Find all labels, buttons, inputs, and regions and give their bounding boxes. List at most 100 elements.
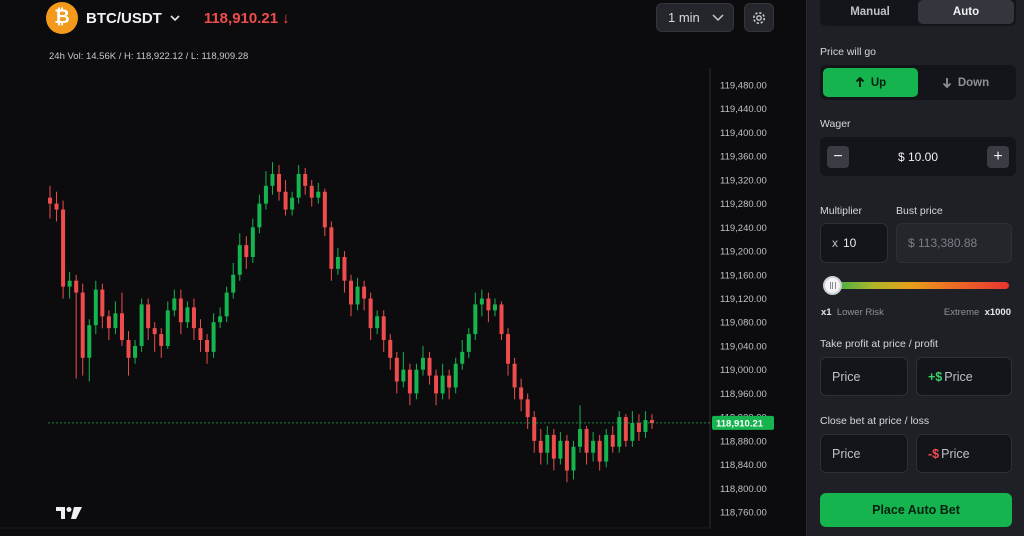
candle-body xyxy=(139,304,144,346)
cb-loss-placeholder: Price xyxy=(941,446,970,461)
candle-body xyxy=(48,197,52,204)
y-tick-label: 118,880.00 xyxy=(720,436,767,447)
wager-input[interactable]: $ 10.00 xyxy=(897,149,939,164)
candle-body xyxy=(368,298,373,329)
y-tick-label: 119,120.00 xyxy=(720,294,767,305)
candle-body xyxy=(106,316,111,329)
risk-slider-handle[interactable] xyxy=(823,276,842,295)
candle-body xyxy=(571,446,576,471)
cb-loss-prefix: -$ xyxy=(928,446,940,461)
bitcoin-icon: ₿ xyxy=(46,2,78,34)
close-bet-price-input[interactable]: Price xyxy=(820,434,908,473)
chevron-down-icon xyxy=(712,14,724,22)
price-chart[interactable]: 119,480.00 119,440.00 119,400.00 119,360.00… xyxy=(0,0,806,536)
take-profit-price-input[interactable]: Price xyxy=(820,357,908,396)
candle-body xyxy=(335,256,340,269)
tp-profit-placeholder: Price xyxy=(944,369,973,384)
candle-body xyxy=(420,357,425,370)
candle-body xyxy=(316,191,321,198)
candle-body xyxy=(453,363,458,388)
candle-body xyxy=(237,245,242,275)
gear-icon xyxy=(753,11,765,24)
tab-auto[interactable]: Auto xyxy=(918,0,1014,24)
candle-body xyxy=(61,209,66,287)
24h-stats: 24h Vol: 14.56K / H: 118,922.12 / L: 118… xyxy=(49,51,249,62)
bet-panel: Manual Auto Price will go Up Down Wager … xyxy=(806,0,1024,536)
candle-body xyxy=(309,185,314,198)
y-tick-label: 119,200.00 xyxy=(720,247,767,258)
candle-body xyxy=(532,417,537,441)
bust-price-field: $ 113,380.88 xyxy=(896,223,1012,263)
candle-body xyxy=(133,345,138,358)
candle-body xyxy=(159,334,164,346)
current-price-tag xyxy=(712,415,774,430)
candle-body xyxy=(74,280,79,293)
candle-body xyxy=(486,298,491,311)
risk-max: x1000 xyxy=(984,307,1011,318)
close-bet-label: Close bet at price / loss xyxy=(820,415,930,427)
tp-profit-prefix: +$ xyxy=(928,369,943,384)
plus-icon[interactable]: + xyxy=(986,145,1009,168)
candle-body xyxy=(440,375,445,394)
candle-body xyxy=(558,440,563,459)
risk-low-label: Lower Risk xyxy=(836,307,884,318)
candle-body xyxy=(283,191,288,210)
candle-body xyxy=(414,369,419,394)
candle-body xyxy=(355,286,360,305)
candle-body xyxy=(296,173,301,198)
candle-body xyxy=(218,316,223,323)
risk-labels: x1 Lower Risk Extreme x1000 xyxy=(821,307,1011,318)
chart-settings-button[interactable] xyxy=(744,3,774,32)
risk-slider-track[interactable] xyxy=(829,282,1009,289)
candle-body xyxy=(342,256,347,281)
take-profit-amount-input[interactable]: +$ Price xyxy=(916,357,1012,396)
candle-body xyxy=(205,340,210,352)
candle-body xyxy=(172,298,177,311)
multiplier-input[interactable]: x 10 xyxy=(820,223,888,263)
wager-stepper: − $ 10.00 + xyxy=(820,137,1016,176)
candle-body xyxy=(119,313,124,341)
candle-body xyxy=(506,334,511,364)
candle-body xyxy=(198,328,203,341)
wager-label: Wager xyxy=(820,118,851,130)
down-button[interactable]: Down xyxy=(918,68,1013,97)
candle-body xyxy=(191,307,196,329)
candle-body xyxy=(466,334,471,352)
tab-manual[interactable]: Manual xyxy=(850,6,890,18)
cb-price-placeholder: Price xyxy=(832,446,861,461)
candle-body xyxy=(630,423,635,441)
pair-selector[interactable]: BTC/USDT xyxy=(86,9,162,27)
mode-toggle: Manual Auto xyxy=(820,0,1016,26)
candle-body xyxy=(146,304,151,329)
candle-body xyxy=(519,387,524,400)
interval-select[interactable]: 1 min xyxy=(656,3,734,32)
interval-value: 1 min xyxy=(668,10,700,25)
up-button[interactable]: Up xyxy=(823,68,918,97)
down-label: Down xyxy=(957,76,990,89)
arrow-down-icon xyxy=(942,78,951,88)
candle-body xyxy=(362,286,367,299)
candle-body xyxy=(591,440,596,453)
candle-body xyxy=(434,375,439,394)
y-tick-label: 118,800.00 xyxy=(720,484,767,495)
y-tick-label: 119,160.00 xyxy=(720,270,767,281)
candle-body xyxy=(597,440,602,462)
y-tick-label: 119,360.00 xyxy=(720,152,767,163)
current-price-label: 118,910.21 xyxy=(716,418,764,429)
candle-body xyxy=(263,185,268,204)
close-bet-loss-input[interactable]: -$ Price xyxy=(916,434,1012,473)
chevron-down-icon[interactable] xyxy=(170,13,180,23)
arrow-up-icon xyxy=(855,77,865,87)
candle-body xyxy=(407,369,412,394)
minus-icon[interactable]: − xyxy=(827,145,849,168)
y-tick-label: 119,480.00 xyxy=(720,81,767,92)
candle-body xyxy=(650,420,654,424)
place-auto-bet-button[interactable]: Place Auto Bet xyxy=(820,493,1012,527)
up-label: Up xyxy=(870,76,887,89)
tradingview-logo[interactable] xyxy=(55,506,83,521)
candle-body xyxy=(617,417,622,447)
candle-body xyxy=(329,227,334,269)
candle-body xyxy=(545,434,550,453)
candle-body xyxy=(165,310,170,346)
candle-body xyxy=(499,304,504,335)
